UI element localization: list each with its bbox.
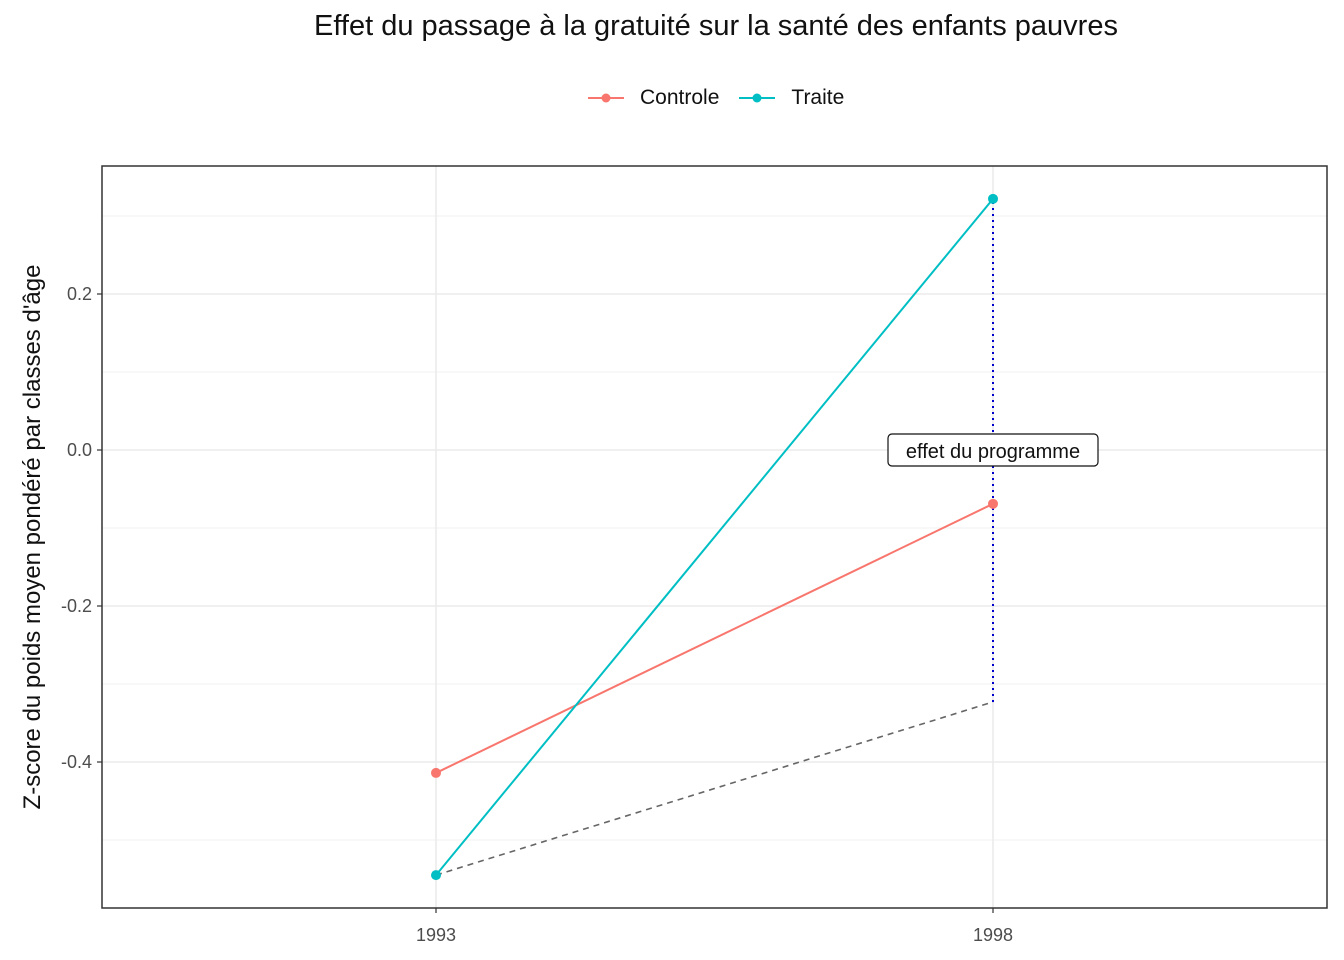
series-line-traite [435,198,994,876]
y-tick-label: -0.4 [61,752,92,772]
legend-item-traite: Traite [737,86,844,110]
annotation-layer: effet du programme [887,433,1099,467]
data-point-controle-1998 [988,498,998,509]
data-point-controle-1993 [431,767,441,778]
axis-layer: 0.2 0.0 -0.2 -0.4 1993 1998 [61,284,1013,945]
panel-border [101,165,1328,909]
data-point-traite-1998 [988,193,998,204]
y-tick-label: -0.2 [61,596,92,616]
legend: Controle Traite [586,86,862,110]
y-tick-label: 0.0 [67,440,92,460]
annotation-text: effet du programme [906,441,1080,463]
legend-key-controle [588,93,624,103]
legend-label-traite: Traite [791,86,845,109]
series-line-controle [435,502,994,774]
legend-item-controle: Controle [586,86,719,110]
chart-title: Effet du passage à la gratuité sur la sa… [314,10,1118,42]
y-tick-label: 0.2 [67,284,92,304]
legend-label-controle: Controle [640,86,720,109]
series-layer [431,193,998,881]
counterfactual-line [435,701,994,876]
legend-key-traite [739,93,776,103]
grid-layer [102,166,1327,908]
x-tick-label: 1998 [973,925,1013,945]
y-axis-title: Z-score du poids moyen pondéré par class… [19,265,46,810]
x-tick-label: 1993 [416,925,456,945]
data-point-traite-1993 [431,870,441,881]
annotation-box [887,433,1099,467]
